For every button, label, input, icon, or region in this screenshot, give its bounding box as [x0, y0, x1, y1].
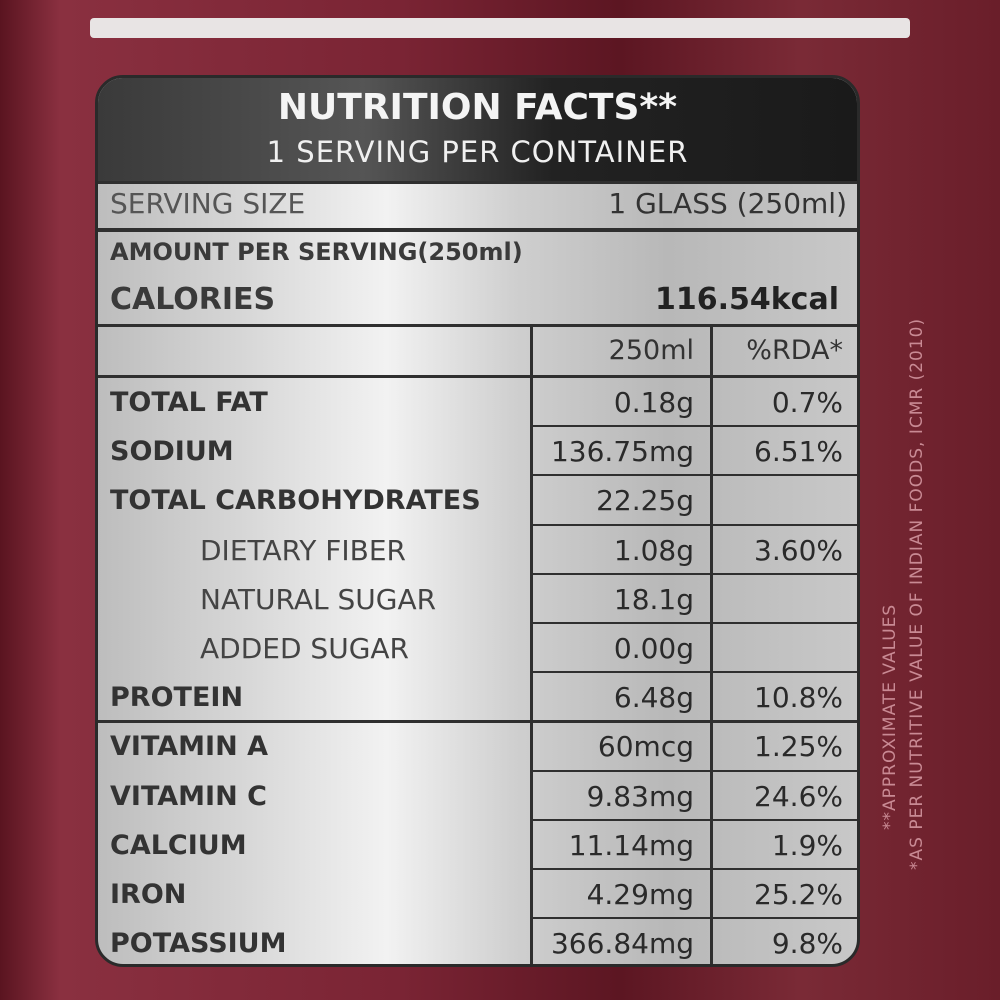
amount: 9.83mg: [586, 779, 694, 813]
side-note: *AS PER NUTRITIVE VALUE OF INDIAN FOODS,…: [907, 317, 927, 870]
rda: 25.2%: [754, 878, 843, 911]
amount: 60mcg: [597, 730, 694, 764]
rule: [98, 324, 857, 327]
serving-label: SERVING SIZE: [110, 187, 306, 220]
sub-nutrient-name: ADDED SUGAR: [200, 632, 410, 665]
nutrient-name: VITAMIN C: [110, 780, 267, 812]
rda: 3.60%: [754, 533, 843, 567]
rda: 1.25%: [754, 730, 843, 764]
amount-per-serving: AMOUNT PER SERVING(250ml): [110, 238, 523, 266]
amount: 0.18g: [613, 386, 694, 419]
cell-line: [530, 917, 857, 920]
serving-value: 1 GLASS (250ml): [608, 187, 847, 220]
amount: 366.84mg: [550, 927, 694, 961]
subtitle: 1 SERVING PER CONTAINER: [266, 135, 689, 169]
col-line: [530, 327, 533, 964]
col-line: [710, 327, 713, 964]
cell-line: [530, 523, 857, 526]
nutrient-name: CALCIUM: [110, 829, 247, 861]
amount: 1.08g: [613, 533, 694, 567]
cell-line: [530, 474, 857, 477]
cell-line: [530, 671, 857, 674]
calories-label: CALORIES: [110, 282, 276, 317]
sub-nutrient-name: NATURAL SUGAR: [200, 582, 437, 616]
cell-line: [530, 622, 857, 624]
rda: 6.51%: [754, 435, 843, 469]
cell-line: [530, 818, 857, 821]
cell-line: [530, 868, 857, 870]
column-header: 250ml: [608, 335, 694, 366]
side-note: **APPROXIMATE VALUES: [880, 603, 900, 830]
sub-nutrient-name: DIETARY FIBER: [200, 533, 406, 567]
cell-line: [530, 966, 857, 967]
nutrient-name: VITAMIN A: [110, 731, 268, 763]
rule: [98, 228, 857, 232]
top-band: [90, 18, 910, 38]
amount: 22.25g: [596, 484, 694, 518]
nutrient-name: IRON: [110, 879, 187, 910]
amount: 136.75mg: [550, 435, 694, 469]
rule: [98, 375, 857, 378]
nutrient-name: TOTAL FAT: [110, 387, 268, 418]
amount: 18.1g: [613, 582, 694, 616]
amount: 0.00g: [613, 632, 694, 665]
rda: 10.8%: [754, 681, 843, 715]
nutrition-panel: NUTRITION FACTS** 1 SERVING PER CONTAINE…: [95, 75, 860, 967]
cell-line: [530, 572, 857, 575]
title: NUTRITION FACTS**: [277, 87, 678, 128]
rule: [98, 181, 857, 184]
rda: 9.8%: [771, 927, 843, 961]
nutrient-name: SODIUM: [110, 436, 234, 468]
nutrient-name: PROTEIN: [110, 682, 244, 714]
calories-value: 116.54kcal: [654, 282, 839, 317]
amount: 11.14mg: [568, 828, 694, 862]
rda: 1.9%: [771, 828, 843, 862]
cell-line: [530, 425, 857, 428]
amount: 6.48g: [613, 681, 694, 715]
nutrient-name: POTASSIUM: [110, 928, 287, 960]
rule: [98, 720, 857, 724]
rda: 0.7%: [771, 386, 843, 419]
nutrient-name: TOTAL CARBOHYDRATES: [110, 485, 481, 517]
cell-line: [530, 769, 857, 772]
rda: 24.6%: [754, 779, 843, 813]
header-band: [98, 78, 857, 181]
amount: 4.29mg: [586, 878, 694, 911]
column-header: %RDA*: [746, 335, 843, 366]
